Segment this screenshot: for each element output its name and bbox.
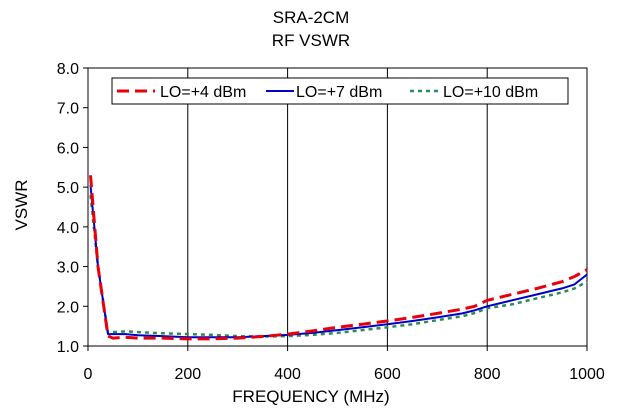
y-tick-label: 7.0 [57, 101, 79, 118]
x-tick-label: 200 [174, 366, 201, 383]
y-tick-label: 1.0 [57, 339, 79, 356]
legend-box [111, 77, 569, 105]
y-tick-label: 6.0 [57, 140, 79, 157]
x-tick-label: 400 [274, 366, 301, 383]
chart-title: SRA-2CM [272, 8, 350, 27]
plot-frame [87, 67, 588, 347]
x-axis-label: FREQUENCY (MHz) [232, 387, 390, 406]
legend-label-2: LO=+7 dBm [296, 84, 382, 101]
legend-label-3: LO=+10 dBm [443, 84, 538, 101]
y-tick-label: 8.0 [57, 61, 79, 78]
series-line-1 [89, 175, 588, 341]
y-tick-label: 5.0 [57, 180, 79, 197]
x-tick-label: 600 [374, 366, 401, 383]
y-tick-label: 2.0 [57, 299, 79, 316]
series-line-2 [89, 185, 588, 339]
x-tick-label: 0 [84, 366, 93, 383]
series-line-3 [89, 194, 588, 338]
y-tick-label: 3.0 [57, 260, 79, 277]
chart-subtitle: RF VSWR [271, 31, 351, 50]
x-tick-label: 1000 [569, 366, 605, 383]
legend-label-1: LO=+4 dBm [160, 84, 246, 101]
x-tick-label: 800 [474, 366, 501, 383]
y-tick-label: 4.0 [57, 220, 79, 237]
